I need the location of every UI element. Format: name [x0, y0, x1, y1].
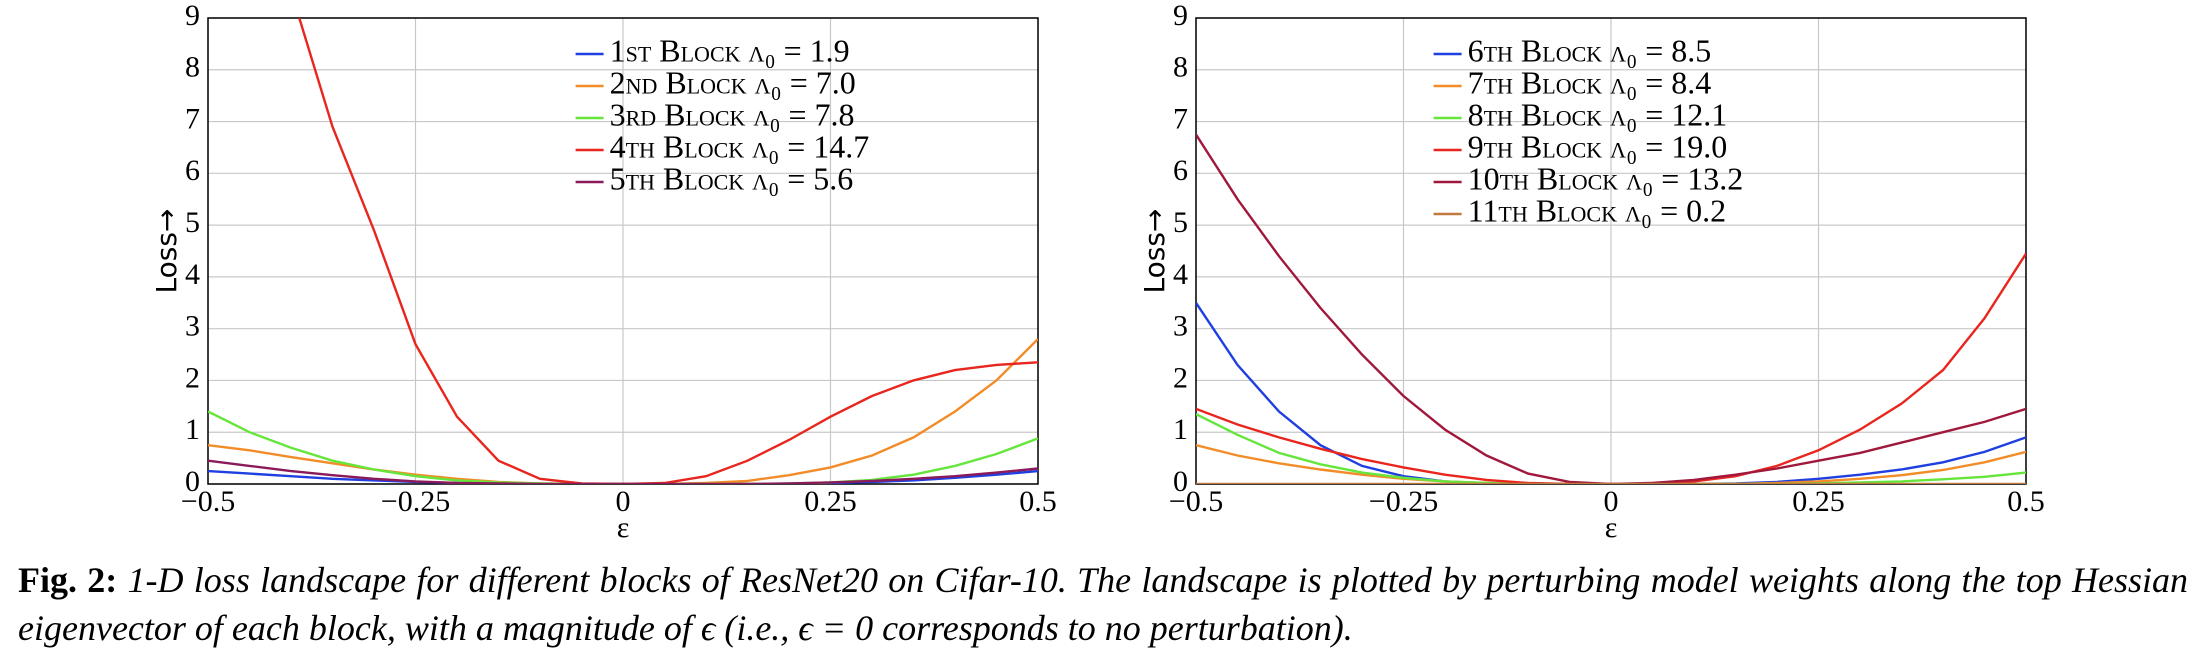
series-line: [208, 338, 1038, 484]
y-tick-label: 9: [185, 0, 200, 32]
legend-label: 4th Block λ₀ = 14.7: [610, 128, 870, 164]
series-line: [208, 469, 1038, 484]
y-tick-label: 5: [185, 206, 200, 239]
y-tick-label: 7: [1173, 102, 1188, 135]
figure: 0 1 2 3 4 5 6 7 8 9 −0.5 −0.25 0 0.25 0.5 ε Loss→ 1st Blo…: [150, 0, 2045, 540]
series-line: [1196, 413, 2026, 484]
legend-label: 10th Block λ₀ = 13.2: [1468, 160, 1744, 196]
legend-label: 7th Block λ₀ = 8.4: [1468, 64, 1712, 100]
y-tick-label: 0: [185, 465, 200, 498]
series-line: [208, 459, 1038, 484]
y-tick-label: 2: [185, 361, 200, 394]
x-tick-label: 0.5: [1019, 485, 1057, 518]
x-axis-label: ε: [617, 511, 630, 540]
y-tick-label: 8: [185, 51, 200, 84]
series-line: [1196, 133, 2026, 484]
x-tick-label: 0.25: [1792, 485, 1845, 518]
x-tick-label: −0.25: [1369, 485, 1438, 518]
x-tick-label: 0.5: [2007, 485, 2045, 518]
x-tick-label: 0: [616, 485, 631, 518]
legend-label: 9th Block λ₀ = 19.0: [1468, 128, 1728, 164]
x-tick-label: −0.5: [1169, 485, 1223, 518]
x-tick-label: 0: [1604, 485, 1619, 518]
y-tick-label: 1: [185, 413, 200, 446]
legend-label: 5th Block λ₀ = 5.6: [610, 160, 854, 196]
series-line: [208, 410, 1038, 484]
x-tick-label: 0.25: [804, 485, 857, 518]
y-tick-label: 9: [1173, 0, 1188, 32]
y-tick-label: 4: [185, 258, 200, 291]
y-tick-label: 2: [1173, 361, 1188, 394]
legend-label: 3rd Block λ₀ = 7.8: [610, 96, 855, 132]
y-tick-label: 6: [185, 154, 200, 187]
caption-text: 1-D loss landscape for different blocks …: [18, 560, 2189, 648]
y-tick-label: 5: [1173, 206, 1188, 239]
x-tick-label: −0.5: [181, 485, 235, 518]
x-tick-label: −0.25: [381, 485, 450, 518]
y-tick-label: 1: [1173, 413, 1188, 446]
y-tick-label: 6: [1173, 154, 1188, 187]
y-tick-label: 8: [1173, 51, 1188, 84]
x-axis-label: ε: [1605, 511, 1618, 540]
caption: Fig. 2: 1-D loss landscape for different…: [18, 556, 2188, 652]
y-tick-label: 3: [185, 310, 200, 343]
legend-label: 8th Block λ₀ = 12.1: [1468, 96, 1728, 132]
y-axis-label: Loss→: [150, 209, 183, 294]
series-line: [1196, 444, 2026, 484]
legend-label: 2nd Block λ₀ = 7.0: [610, 64, 856, 100]
legend-label: 6th Block λ₀ = 8.5: [1468, 32, 1712, 68]
y-tick-label: 7: [185, 102, 200, 135]
y-tick-label: 4: [1173, 258, 1188, 291]
y-axis-label: Loss→: [1138, 209, 1171, 294]
legend-label: 1st Block λ₀ = 1.9: [610, 32, 850, 68]
y-tick-label: 0: [1173, 465, 1188, 498]
legend-label: 11th Block λ₀ = 0.2: [1468, 192, 1727, 228]
caption-label: Fig. 2:: [18, 560, 118, 600]
y-tick-label: 3: [1173, 310, 1188, 343]
series-line: [1196, 252, 2026, 484]
